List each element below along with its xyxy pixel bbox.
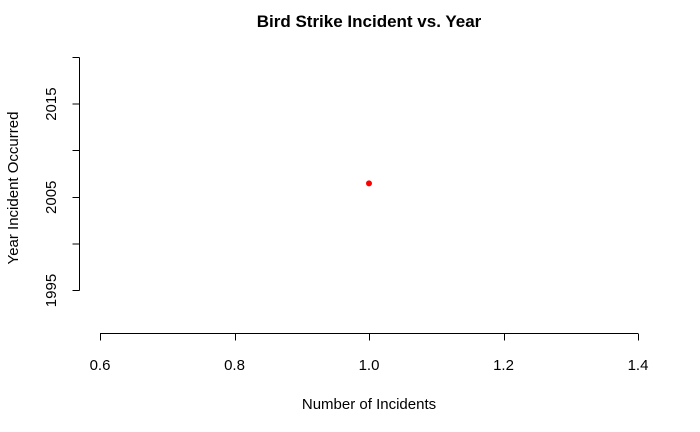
y-axis-title: Year Incident Occurred bbox=[5, 112, 22, 265]
x-axis-title: Number of Incidents bbox=[302, 396, 436, 413]
x-tick-label: 1.4 bbox=[628, 357, 649, 374]
data-points bbox=[366, 180, 372, 187]
x-axis: 0.6 0.8 1.0 1.2 1.4 bbox=[90, 333, 649, 374]
x-tick-label: 0.6 bbox=[90, 357, 111, 374]
chart-title: Bird Strike Incident vs. Year bbox=[257, 12, 482, 31]
data-point bbox=[366, 180, 372, 187]
x-tick-label: 0.8 bbox=[224, 357, 245, 374]
y-tick-label: 1995 bbox=[43, 274, 60, 307]
x-tick-label: 1.0 bbox=[359, 357, 380, 374]
y-tick-label: 2015 bbox=[43, 87, 60, 120]
y-axis: 1995 2005 2015 bbox=[43, 57, 80, 307]
x-tick-label: 1.2 bbox=[493, 357, 514, 374]
y-tick-label: 2005 bbox=[43, 181, 60, 214]
